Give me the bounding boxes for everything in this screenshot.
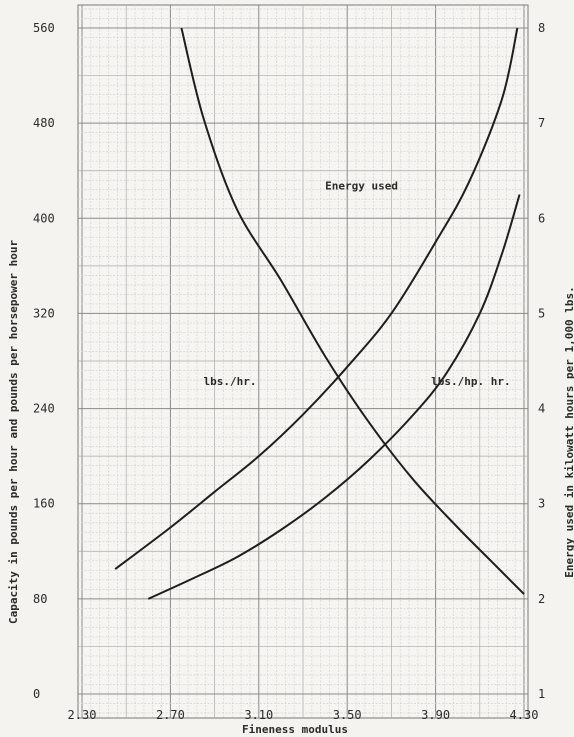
annotations: Energy used lbs./hr. lbs./hp. hr. — [204, 180, 511, 388]
y-right-tick-label: 2 — [538, 592, 545, 606]
y-right-tick-label: 4 — [538, 402, 545, 416]
ticks: 2.30 2.70 3.10 3.50 3.90 4.30 0 80 160 240 320 400 4… — [33, 21, 545, 722]
series-line-lbs-hr — [114, 27, 519, 570]
y-right-tick-label: 8 — [538, 21, 545, 35]
y-axis-left-label: Capacity in pounds per hour and pounds p… — [7, 240, 20, 624]
series-line-lbs-hp-hr — [147, 194, 521, 600]
y-left-tick-label: 480 — [33, 116, 55, 130]
annotation-label: lbs./hp. hr. — [431, 375, 510, 388]
y-left-tick-label: 320 — [33, 306, 55, 320]
y-right-tick-label: 7 — [538, 116, 545, 130]
x-tick-label: 2.70 — [156, 708, 185, 722]
annotation-label: Energy used — [325, 180, 398, 193]
y-right-tick-label: 1 — [538, 687, 545, 701]
y-left-tick-label: 160 — [33, 497, 55, 511]
y-right-tick-label: 6 — [538, 211, 545, 225]
y-left-tick-label: 400 — [33, 211, 55, 225]
y-left-tick-label: 0 — [33, 687, 40, 701]
series-line-energy-used — [180, 27, 525, 595]
y-left-tick-label: 240 — [33, 402, 55, 416]
x-axis-label: Fineness modulus — [242, 723, 348, 736]
x-tick-label: 4.30 — [510, 708, 539, 722]
x-tick-label: 3.50 — [333, 708, 362, 722]
y-right-tick-label: 5 — [538, 306, 545, 320]
x-tick-label: 2.30 — [68, 708, 97, 722]
curves — [114, 27, 525, 600]
y-left-tick-label: 560 — [33, 21, 55, 35]
x-tick-label: 3.90 — [421, 708, 450, 722]
grid — [77, 4, 529, 719]
x-tick-label: 3.10 — [244, 708, 273, 722]
y-right-tick-label: 3 — [538, 497, 545, 511]
y-left-tick-label: 80 — [33, 592, 47, 606]
annotation-label: lbs./hr. — [204, 375, 257, 388]
y-axis-right-label: Energy used in kilowatt hours per 1,000 … — [563, 286, 574, 577]
